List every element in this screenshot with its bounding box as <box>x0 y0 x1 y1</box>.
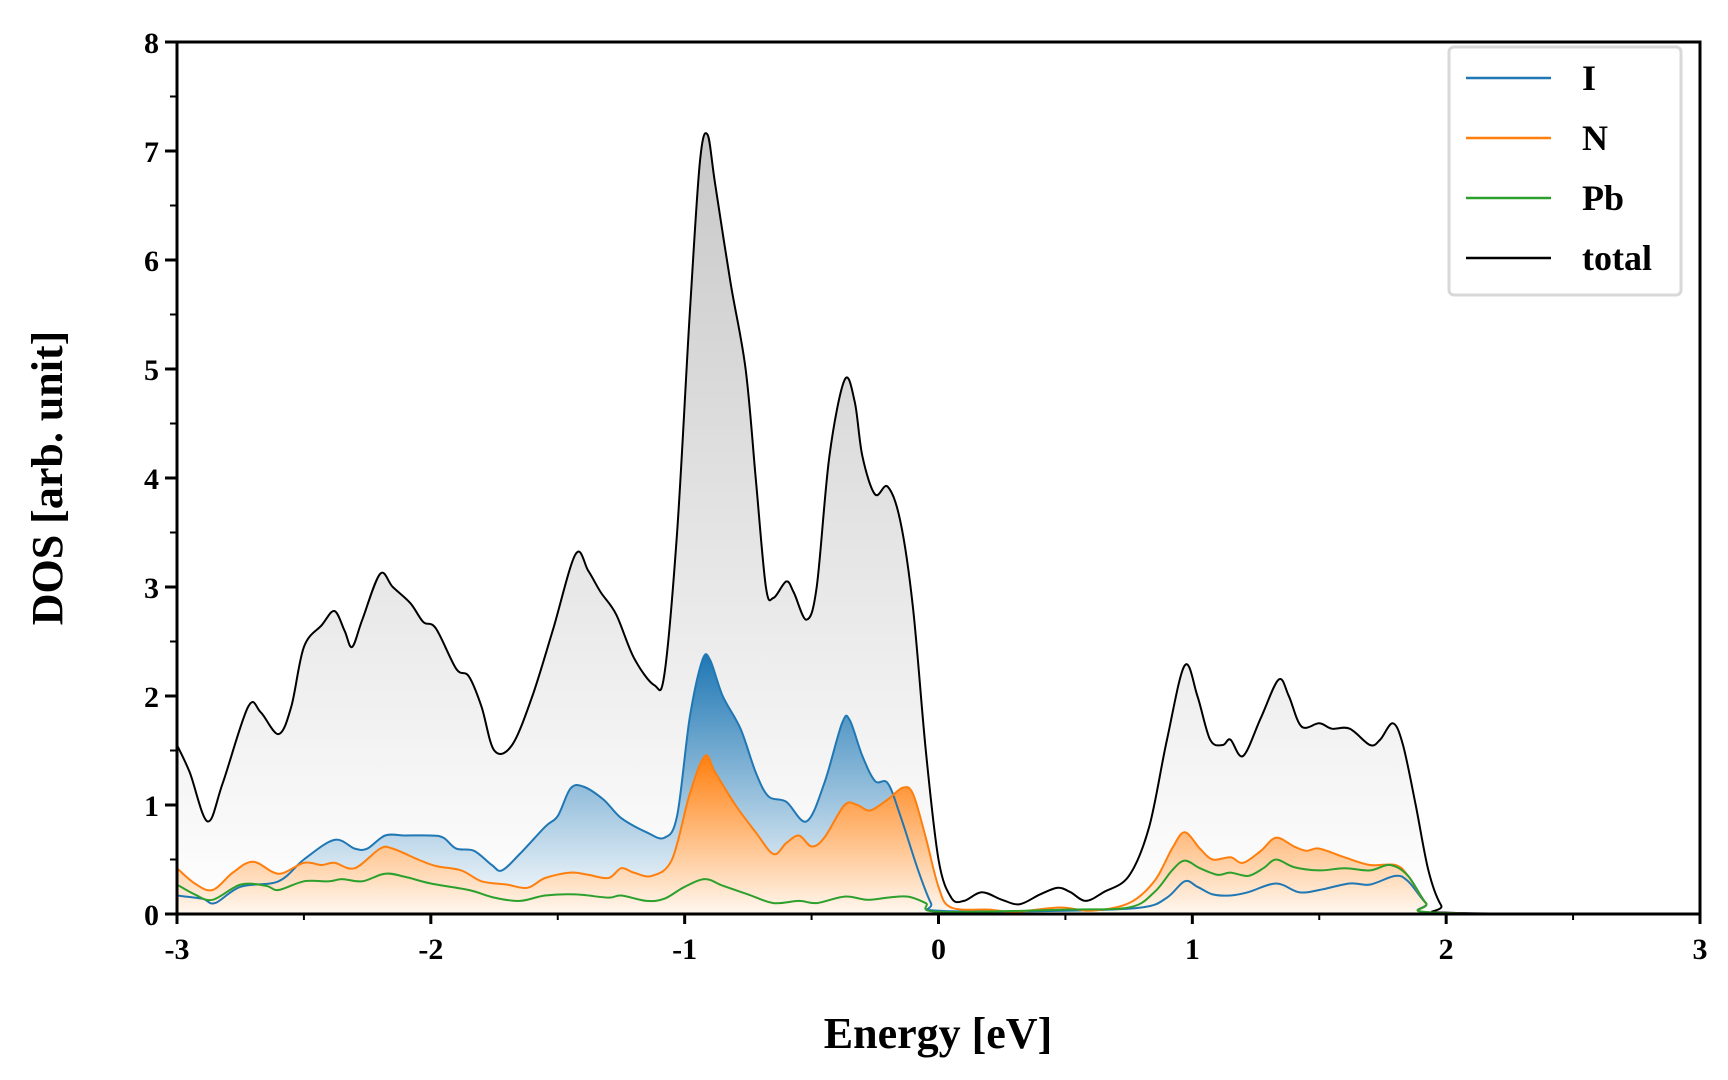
y-tick-label: 3 <box>144 572 159 605</box>
area-fill-total <box>177 133 1700 914</box>
series-line-n <box>177 754 1700 914</box>
axes: -3 -2 -1 0 1 2 3 0 1 2 3 4 5 6 7 8 <box>144 27 1708 966</box>
x-tick-label: 1 <box>1185 933 1200 966</box>
y-tick-label: 4 <box>144 463 159 496</box>
x-tick-label: -2 <box>418 933 443 966</box>
legend-entry-total: total <box>1466 238 1652 278</box>
legend-label: N <box>1582 118 1608 158</box>
legend-entry-n: N <box>1466 118 1608 158</box>
y-tick-label: 6 <box>144 245 159 278</box>
area-fill-n <box>177 755 1700 914</box>
y-axis-label: DOS [arb. unit] <box>23 331 72 626</box>
legend: IN Pb total <box>1447 45 1683 297</box>
series-line-total <box>177 132 1700 914</box>
y-tick-label: 0 <box>144 899 159 932</box>
area-fill-i <box>177 654 1700 914</box>
y-tick-label: 7 <box>144 136 159 169</box>
x-tick-label: -1 <box>672 933 697 966</box>
x-tick-label: 3 <box>1693 933 1708 966</box>
x-tick-label: 0 <box>931 933 946 966</box>
series-line-i <box>177 653 1700 914</box>
x-tick-label: 2 <box>1439 933 1454 966</box>
legend-label: Pb <box>1582 178 1624 218</box>
x-tick-label: -3 <box>165 933 190 966</box>
legend-box <box>1447 45 1683 297</box>
y-tick-label: 1 <box>144 790 159 823</box>
y-tick-label: 2 <box>144 681 159 714</box>
legend-entry-i: I <box>1466 58 1596 98</box>
y-tick-label: 5 <box>144 354 159 387</box>
legend-entry-pb: Pb <box>1466 178 1624 218</box>
y-tick-label: 8 <box>144 27 159 60</box>
legend-label: I <box>1582 58 1596 98</box>
area-fills <box>177 133 1700 914</box>
x-axis-label: Energy [eV] <box>824 1009 1053 1058</box>
legend-label: total <box>1582 238 1652 278</box>
series-lines <box>177 132 1700 914</box>
series-line-pb <box>177 858 1700 914</box>
